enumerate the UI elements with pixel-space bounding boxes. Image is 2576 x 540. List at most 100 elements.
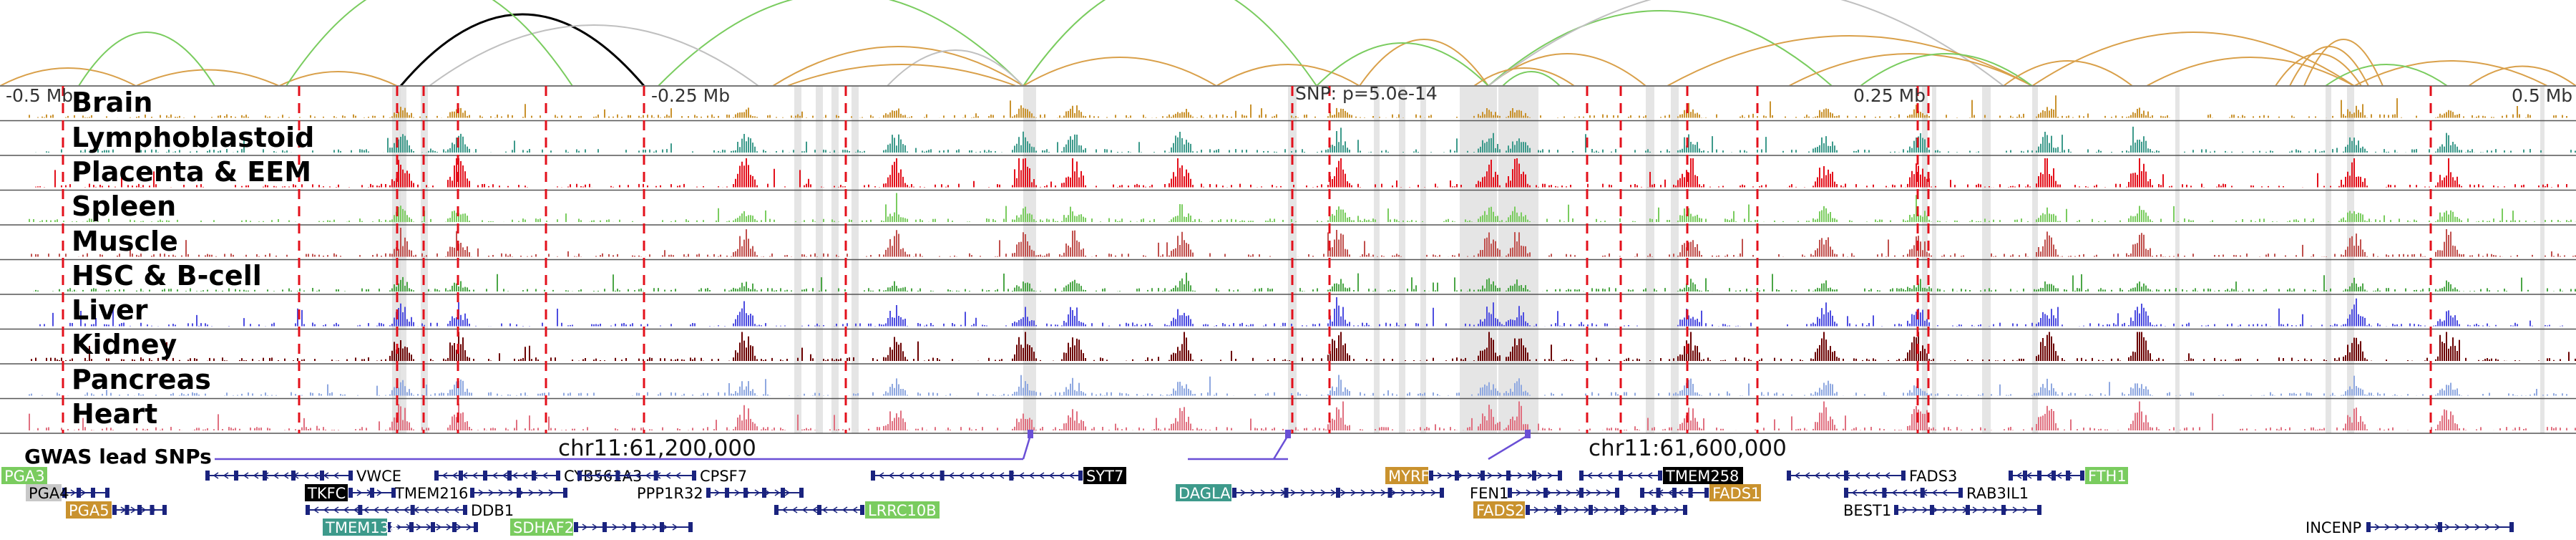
exon: [631, 522, 635, 532]
strand-arrow: [1992, 506, 1999, 514]
gene-ddb1[interactable]: DDB1: [306, 502, 514, 519]
gene-fth1[interactable]: FTH1: [2009, 467, 2128, 485]
strand-arrow: [1340, 489, 1347, 496]
strand-arrow: [472, 472, 478, 479]
gene-tkfc[interactable]: TKFC: [305, 484, 396, 502]
gene-fads1[interactable]: FADS1: [1640, 484, 1761, 502]
track-label-spleen: Spleen: [72, 191, 176, 222]
exon: [860, 505, 864, 515]
gene-label: DDB1: [471, 502, 514, 519]
gene-rab3il1[interactable]: RAB3IL1: [1844, 485, 2029, 502]
strand-arrow: [662, 524, 668, 531]
strand-arrow: [1647, 489, 1654, 496]
strand-arrow: [968, 472, 975, 479]
exon: [1078, 471, 1083, 481]
exon: [2023, 471, 2027, 481]
gene-tmem216[interactable]: TMEM216: [394, 485, 567, 502]
strand-arrow: [841, 506, 848, 514]
gene-pga5[interactable]: PGA5: [66, 501, 167, 519]
gene-ppp1r32[interactable]: PPP1R32: [637, 485, 804, 502]
gwas-snp-marker[interactable]: [1285, 430, 1291, 438]
strand-arrow: [1543, 506, 1550, 514]
strand-arrow: [1616, 472, 1623, 479]
gene-incenp[interactable]: INCENP: [2306, 519, 2514, 536]
gene-cpsf7[interactable]: CPSF7: [577, 468, 747, 485]
strand-arrow: [734, 489, 741, 496]
gwas-link-line: [1272, 435, 1289, 460]
gene-fen1[interactable]: FEN1: [1470, 485, 1619, 502]
strand-arrow: [958, 472, 965, 479]
exon: [434, 471, 439, 481]
gwas-snp-marker[interactable]: [1525, 430, 1531, 438]
position-axis: -0.5 Mb -0.25 Mb SNP: p=5.0e-14 0.25 Mb …: [6, 83, 2572, 106]
strand-arrow: [2374, 524, 2381, 531]
gene-label-box: [1, 467, 47, 484]
strand-arrow: [293, 472, 299, 479]
exon: [2051, 471, 2056, 481]
loop-arc: [1788, 53, 2033, 87]
strand-arrow: [223, 472, 229, 479]
gene-lrrc10b[interactable]: LRRC10B: [774, 501, 940, 519]
gene-label-box: [1709, 484, 1761, 501]
strand-arrow: [1604, 506, 1610, 514]
strand-arrow: [323, 506, 329, 514]
gwas-track-label: GWAS lead SNPs: [24, 445, 212, 468]
strand-arrow: [1874, 472, 1880, 479]
gene-label: FADS3: [1909, 468, 1957, 485]
track-label-muscle: Muscle: [72, 226, 178, 257]
strand-arrow: [1851, 489, 1858, 496]
strand-arrow: [2002, 506, 2009, 514]
strand-arrow: [1563, 506, 1570, 514]
exon: [125, 505, 130, 515]
gene-sdhaf2[interactable]: SDHAF2: [510, 519, 693, 536]
gene-label-box: [323, 519, 387, 536]
loop-arc: [278, 71, 398, 87]
gene-pga4[interactable]: PGA4: [26, 484, 109, 502]
gene-fads2[interactable]: FADS2: [1473, 501, 1687, 519]
strand-arrow: [1330, 489, 1337, 496]
gene-vwce[interactable]: VWCE: [205, 468, 401, 485]
loop-arc: [399, 13, 645, 87]
strand-arrow: [652, 524, 658, 531]
strand-arrow: [353, 506, 359, 514]
strand-arrow: [393, 506, 399, 514]
exon: [62, 488, 67, 498]
gene-syt7[interactable]: SYT7: [871, 467, 1126, 485]
gene-best1[interactable]: BEST1: [1843, 502, 2041, 519]
strand-arrow: [1574, 506, 1580, 514]
exon: [1658, 471, 1662, 481]
strand-arrow: [784, 489, 791, 496]
gene-myrf[interactable]: MYRF: [1385, 467, 1562, 485]
strand-arrow: [528, 489, 535, 496]
gene-dagla[interactable]: DAGLA: [1176, 484, 1444, 502]
strand-arrow: [2016, 472, 2022, 479]
gene-label-box: [66, 501, 112, 519]
strand-arrow: [498, 489, 504, 496]
loop-arc: [78, 32, 215, 87]
gwas-snp-marker[interactable]: [1028, 430, 1033, 438]
gene-label: CPSF7: [700, 468, 747, 485]
strand-arrow: [323, 472, 329, 479]
strand-arrow: [642, 524, 648, 531]
strand-arrow: [456, 524, 462, 531]
strand-arrow: [1901, 489, 1908, 496]
strand-arrow: [1634, 506, 1640, 514]
loop-arc: [1502, 71, 1561, 87]
strand-arrow: [1240, 489, 1246, 496]
exon: [660, 522, 664, 532]
strand-arrow: [1911, 489, 1918, 496]
gene-label-box: [1663, 467, 1743, 484]
strand-arrow: [1547, 472, 1553, 479]
strand-arrow: [1657, 489, 1664, 496]
gene-fads3[interactable]: FADS3: [1787, 468, 1957, 485]
exon: [205, 471, 210, 481]
strand-arrow: [403, 506, 409, 514]
gene-tmem138[interactable]: TMEM138: [323, 519, 478, 536]
strand-arrow: [502, 472, 508, 479]
gene-pga3[interactable]: PGA3: [1, 467, 47, 485]
strand-arrow: [978, 472, 985, 479]
loop-arc: [2275, 53, 2362, 87]
gene-tmem258[interactable]: TMEM258: [1579, 467, 1743, 485]
strand-arrow: [1546, 489, 1552, 496]
